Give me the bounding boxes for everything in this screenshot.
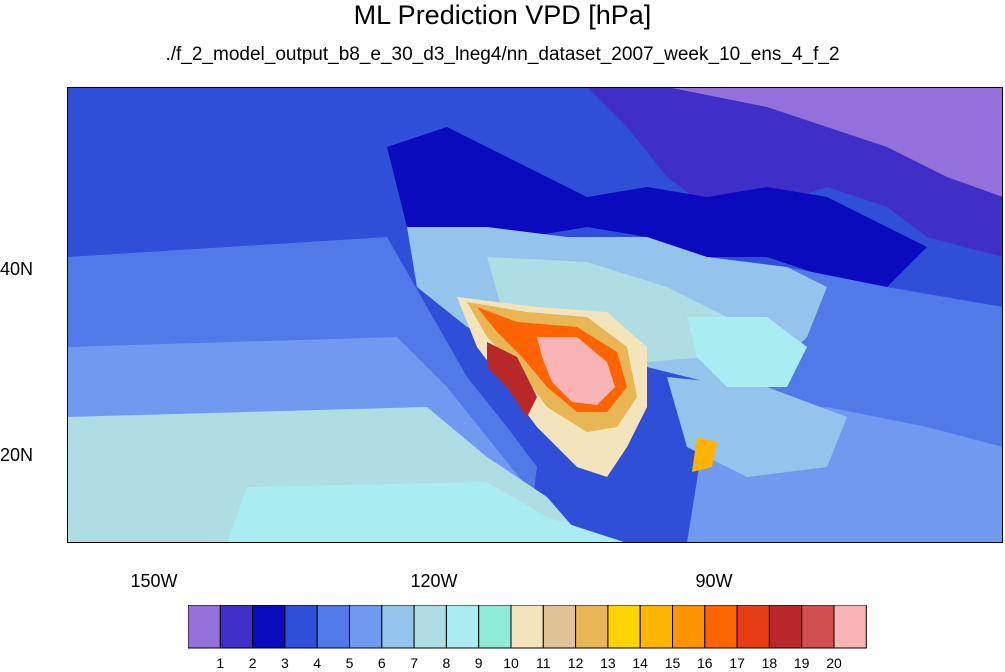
colorbar-tick-label: 17 (729, 655, 745, 671)
colorbar-swatch (445, 604, 480, 649)
lon-label-120w: 120W (410, 571, 458, 591)
colorbar-tick-label: 14 (632, 655, 648, 671)
colorbar-tick-label: 9 (474, 655, 483, 671)
map-frame (67, 87, 1003, 543)
colorbar-tick-label: 19 (793, 655, 810, 671)
colorbar-swatch (413, 604, 447, 649)
colorbar-swatch (575, 604, 609, 649)
lat-label-40n: 40N (0, 259, 34, 279)
vpd-map (67, 87, 1003, 543)
colorbar-swatch (801, 604, 835, 649)
colorbar-tick-label: 11 (536, 655, 551, 671)
lat-label-20n: 20N (0, 445, 34, 465)
vpd-region-central-america (692, 437, 717, 472)
colorbar-swatch (381, 604, 415, 649)
vpd-region-baja (487, 342, 537, 417)
colorbar-tick-label: 16 (697, 655, 713, 671)
plot-subtitle: ./f_2_model_output_b8_e_30_d3_lneg4/nn_d… (165, 44, 840, 65)
colorbar-tick-label: 6 (377, 655, 386, 671)
colorbar-tick-label: 10 (503, 655, 519, 671)
colorbar (187, 604, 868, 654)
plot-title: ML Prediction VPD [hPa] (353, 0, 652, 30)
vpd-region-canada (387, 127, 927, 287)
colorbar-swatch (252, 604, 286, 649)
vpd-region-far-north (667, 87, 1003, 197)
colorbar-swatch (607, 604, 641, 649)
colorbar-swatch (349, 604, 383, 649)
colorbar-swatch (768, 604, 803, 649)
colorbar-swatch (187, 604, 221, 649)
colorbar-tick-label: 12 (567, 655, 584, 671)
colorbar-tick-label: 2 (248, 655, 257, 671)
colorbar-tick-label: 13 (600, 655, 616, 671)
colorbar-swatch (833, 604, 867, 649)
colorbar-tick-label: 7 (410, 655, 418, 671)
colorbar-swatch (672, 604, 706, 649)
colorbar-swatch (639, 604, 674, 649)
colorbar-tick-label: 18 (761, 655, 778, 671)
colorbar-swatch (219, 604, 254, 649)
vpd-region-north-pacific (67, 87, 1003, 257)
colorbar-swatch (316, 604, 350, 649)
colorbar-tick-label: 8 (442, 655, 451, 671)
colorbar-tick-label: 4 (313, 655, 322, 671)
colorbar-tick-label: 5 (345, 655, 354, 671)
lon-label-90w: 90W (695, 571, 733, 591)
colorbar-tick-label: 3 (280, 655, 289, 671)
vpd-region-equatorial (227, 482, 627, 543)
colorbar-swatch (510, 604, 544, 649)
colorbar-swatch (736, 604, 770, 649)
vpd-region-southeast (687, 317, 807, 387)
colorbar-swatch (478, 604, 512, 649)
colorbar-swatch (284, 604, 318, 649)
colorbar-swatch (704, 604, 738, 649)
colorbar-tick-label: 1 (216, 655, 225, 671)
colorbar-tick-label: 15 (664, 655, 681, 671)
colorbar-swatch (542, 604, 577, 649)
lon-label-150w: 150W (130, 571, 178, 591)
vpd-region-desert-core (537, 337, 615, 405)
colorbar-tick-label: 20 (826, 655, 842, 671)
